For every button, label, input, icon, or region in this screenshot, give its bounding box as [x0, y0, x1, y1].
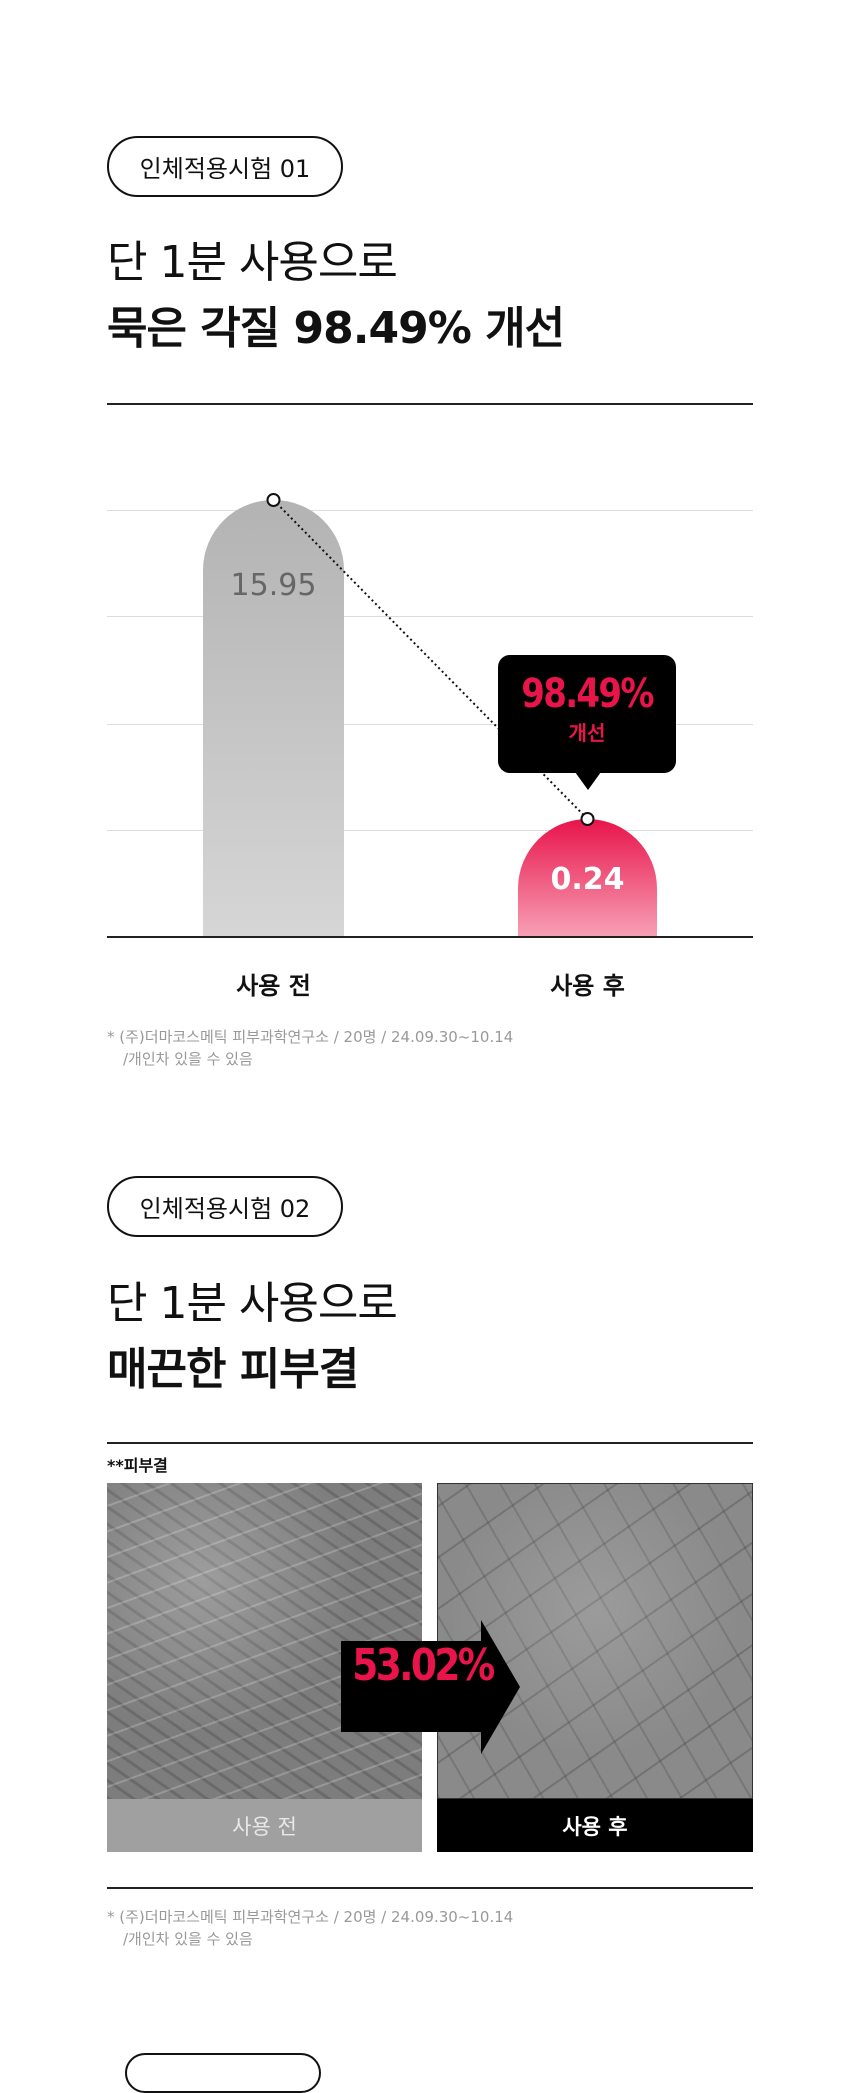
- label-before: 사용 전: [107, 1799, 422, 1852]
- point-before: [266, 493, 281, 507]
- image-caption: **피부결: [107, 1456, 168, 1475]
- trend-line: [266, 493, 595, 826]
- point-after: [580, 812, 595, 826]
- footnote: * (주)더마코스메틱 피부과학연구소 / 20명 / 24.09.30~10.…: [107, 1026, 513, 1070]
- arrow-icon: [341, 1620, 520, 1754]
- gridline: [107, 616, 753, 617]
- footnote-line2: /개인차 있을 수 있음: [123, 1930, 253, 1948]
- section2-title-line1: 단 1분 사용으로: [107, 1278, 398, 1329]
- section1-title-line1: 단 1분 사용으로: [107, 237, 398, 288]
- next-badge: [125, 2053, 321, 2093]
- tooltip-value: 98.49%: [521, 671, 654, 717]
- footnote-line1: * (주)더마코스메틱 피부과학연구소 / 20명 / 24.09.30~10.…: [107, 1908, 514, 1926]
- chart-baseline: [107, 936, 753, 938]
- bar-after: [518, 819, 657, 937]
- x-label-after: 사용 후: [550, 972, 625, 1000]
- improvement-tooltip: 98.49% 개선: [498, 655, 676, 773]
- footnote: * (주)더마코스메틱 피부과학연구소 / 20명 / 24.09.30~10.…: [107, 1906, 513, 1950]
- tooltip-label: 개선: [568, 721, 606, 745]
- gridline: [107, 510, 753, 511]
- gridline: [107, 724, 753, 725]
- bar-value-before: 15.95: [230, 568, 317, 603]
- section1-title-line2: 묵은 각질 98.49% 개선: [107, 303, 565, 354]
- divider: [107, 1442, 753, 1444]
- tooltip-tail: [575, 772, 601, 790]
- x-label-before: 사용 전: [236, 972, 311, 1000]
- bar-before: [203, 500, 344, 937]
- section2-title-line2: 매끈한 피부결: [107, 1344, 359, 1395]
- footnote-line2: /개인차 있을 수 있음: [123, 1050, 253, 1068]
- label-after: 사용 후: [437, 1799, 753, 1852]
- bar-value-after: 0.24: [550, 862, 625, 897]
- gridline: [107, 830, 753, 831]
- test-badge-02: 인체적용시험 02: [107, 1176, 343, 1237]
- improvement-value: 53.02%: [352, 1640, 495, 1691]
- divider: [107, 1887, 753, 1889]
- footnote-line1: * (주)더마코스메틱 피부과학연구소 / 20명 / 24.09.30~10.…: [107, 1028, 514, 1046]
- divider: [107, 403, 753, 405]
- test-badge-01: 인체적용시험 01: [107, 136, 343, 197]
